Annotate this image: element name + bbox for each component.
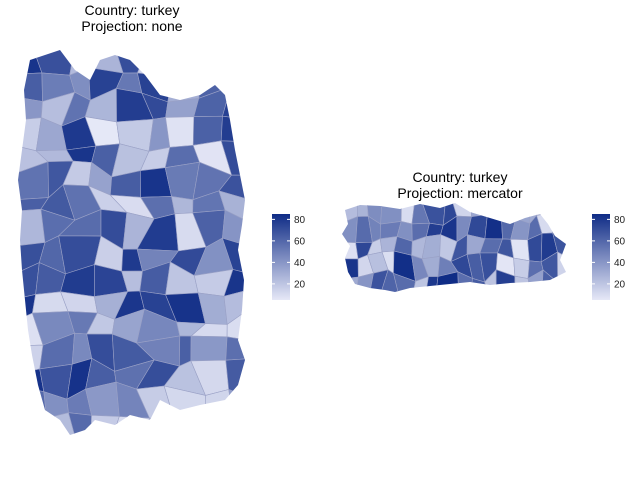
province-region xyxy=(136,50,173,78)
province-region xyxy=(192,115,223,146)
province-region xyxy=(552,203,566,221)
map-title-projection: Projection: none xyxy=(81,18,183,34)
legend-tick-label: 80 xyxy=(294,215,306,226)
province-region xyxy=(379,269,400,292)
province-region xyxy=(18,72,43,102)
province-region xyxy=(342,276,359,292)
province-region xyxy=(342,241,359,260)
province-region xyxy=(220,115,245,143)
map-title-projection: Projection: mercator xyxy=(397,185,523,201)
choropleth-map-none xyxy=(18,50,245,435)
province-region xyxy=(225,336,245,361)
province-region xyxy=(190,335,228,362)
province-region xyxy=(552,212,566,237)
map-title-country: Country: turkey xyxy=(412,169,508,185)
province-region xyxy=(201,413,234,435)
province-region xyxy=(470,203,488,218)
province-region xyxy=(90,414,120,435)
province-region xyxy=(218,190,245,223)
province-region xyxy=(167,62,204,103)
province-region xyxy=(18,417,50,435)
province-region xyxy=(165,116,195,148)
province-region xyxy=(18,208,46,247)
province-region xyxy=(171,196,194,215)
province-region xyxy=(142,417,180,435)
province-region xyxy=(227,413,245,435)
color-legend: 80 60 40 20 xyxy=(272,214,306,300)
province-region xyxy=(356,203,369,217)
map-title-none: Country: turkey Projection: none xyxy=(32,2,232,34)
province-region xyxy=(194,50,229,78)
province-region xyxy=(536,203,554,216)
province-region xyxy=(88,50,124,74)
choropleth-map-mercator xyxy=(342,203,566,292)
province-region xyxy=(508,203,531,224)
legend-tick-label: 40 xyxy=(294,258,306,269)
legend-colorbar xyxy=(592,214,610,300)
province-region xyxy=(170,50,204,78)
province-region xyxy=(223,50,245,78)
province-region xyxy=(204,389,234,422)
province-region xyxy=(223,72,245,91)
province-region xyxy=(18,386,47,424)
province-region xyxy=(492,203,517,222)
province-region xyxy=(342,258,359,280)
legend-tick-label: 80 xyxy=(614,215,626,226)
legend-tick-label: 40 xyxy=(614,258,626,269)
province-region xyxy=(484,214,503,240)
province-region xyxy=(557,251,566,283)
province-region xyxy=(513,257,530,279)
province-region xyxy=(228,389,245,416)
province-region xyxy=(18,368,45,392)
legend-tick-label: 20 xyxy=(294,279,306,290)
color-legend: 80 60 40 20 xyxy=(592,214,626,300)
province-region xyxy=(69,50,90,76)
map-title-mercator: Country: turkey Projection: mercator xyxy=(350,169,570,201)
province-region xyxy=(173,418,206,435)
province-region xyxy=(510,238,530,262)
legend-tick-label: 60 xyxy=(614,236,626,247)
province-region xyxy=(556,280,566,292)
province-region xyxy=(68,412,92,435)
legend-tick-label: 60 xyxy=(294,236,306,247)
legend-colorbar xyxy=(272,214,290,300)
map-title-country: Country: turkey xyxy=(84,2,180,18)
legend-tick-label: 20 xyxy=(614,279,626,290)
province-region xyxy=(380,203,402,225)
province-region xyxy=(342,216,358,244)
province-region xyxy=(222,86,245,120)
